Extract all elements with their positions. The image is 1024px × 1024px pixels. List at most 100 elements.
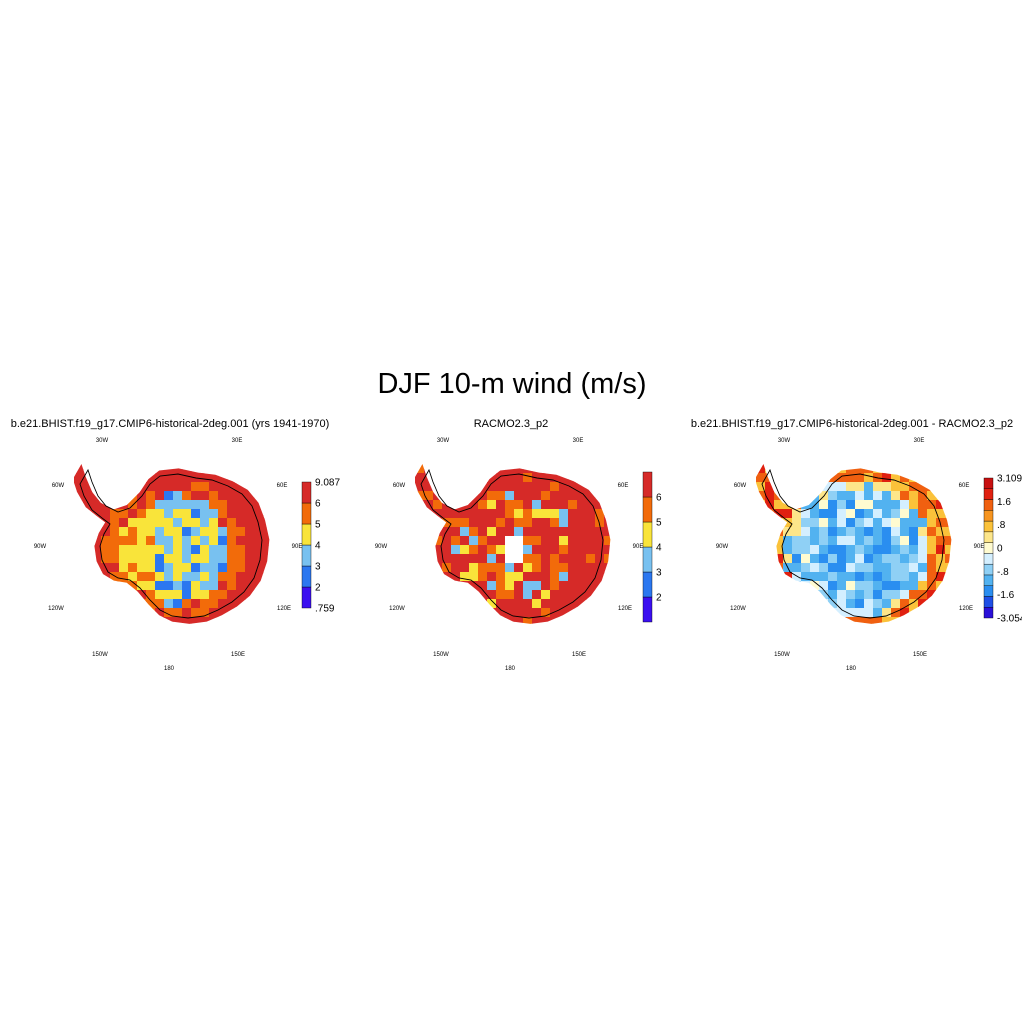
grid-cell bbox=[451, 608, 461, 618]
grid-cell bbox=[882, 464, 892, 474]
grid-cell bbox=[137, 608, 147, 618]
grid-cell bbox=[236, 509, 246, 519]
grid-cell bbox=[828, 617, 838, 624]
grid-cell bbox=[810, 554, 820, 564]
grid-cell bbox=[415, 563, 425, 573]
grid-cell bbox=[146, 482, 156, 492]
grid-cell bbox=[810, 590, 820, 600]
longitude-label: 60W bbox=[734, 483, 747, 489]
grid-cell bbox=[227, 545, 237, 555]
grid-cell bbox=[236, 482, 246, 492]
grid-cell bbox=[505, 608, 515, 618]
grid-cell bbox=[783, 518, 793, 528]
grid-cell bbox=[487, 464, 497, 474]
grid-cell bbox=[227, 599, 237, 609]
grid-cell bbox=[173, 626, 183, 636]
grid-cell bbox=[254, 482, 264, 492]
grid-cell bbox=[550, 608, 560, 618]
grid-cell bbox=[604, 581, 611, 591]
grid-cell bbox=[927, 500, 937, 510]
grid-cell bbox=[568, 563, 578, 573]
grid-cell bbox=[460, 527, 470, 537]
grid-cell bbox=[945, 581, 952, 591]
grid-cell bbox=[236, 554, 246, 564]
grid-cell bbox=[469, 563, 479, 573]
grid-cell bbox=[137, 518, 147, 528]
grid-cell bbox=[263, 590, 270, 600]
grid-cell bbox=[792, 572, 802, 582]
grid-cell bbox=[137, 527, 147, 537]
grid-cell bbox=[828, 554, 838, 564]
grid-cell bbox=[604, 464, 611, 474]
longitude-label: 60W bbox=[52, 483, 65, 489]
grid-cell bbox=[891, 563, 901, 573]
grid-cell bbox=[128, 590, 138, 600]
grid-cell bbox=[577, 599, 587, 609]
grid-cell bbox=[110, 617, 120, 624]
grid-cell bbox=[604, 590, 611, 600]
grid-cell bbox=[254, 563, 264, 573]
grid-cell bbox=[927, 608, 937, 618]
grid-cell bbox=[74, 500, 84, 510]
grid-cell bbox=[873, 491, 883, 501]
grid-cell bbox=[792, 617, 802, 624]
grid-cell bbox=[568, 500, 578, 510]
grid-cell bbox=[918, 473, 928, 483]
grid-cell bbox=[424, 599, 434, 609]
grid-cell bbox=[882, 509, 892, 519]
grid-cell bbox=[756, 500, 766, 510]
grid-cell bbox=[110, 608, 120, 618]
grid-cell bbox=[146, 518, 156, 528]
grid-cell bbox=[523, 536, 533, 546]
grid-cell bbox=[828, 500, 838, 510]
grid-cell bbox=[756, 536, 766, 546]
grid-cell bbox=[541, 563, 551, 573]
grid-cell bbox=[873, 608, 883, 618]
longitude-label: 150E bbox=[572, 652, 586, 658]
grid-cell bbox=[819, 500, 829, 510]
grid-cell bbox=[155, 500, 165, 510]
grid-cell bbox=[487, 491, 497, 501]
colorbar-label: 9.087 bbox=[315, 478, 340, 489]
grid-cell bbox=[254, 554, 264, 564]
grid-cell bbox=[945, 509, 952, 519]
grid-cell bbox=[586, 545, 596, 555]
grid-cell bbox=[200, 608, 210, 618]
grid-cell bbox=[200, 572, 210, 582]
grid-cell bbox=[855, 626, 865, 636]
grid-cell bbox=[900, 608, 910, 618]
grid-cell bbox=[209, 536, 219, 546]
longitude-label: 180 bbox=[846, 666, 857, 672]
grid-cell bbox=[855, 482, 865, 492]
grid-cell bbox=[523, 608, 533, 618]
grid-cell bbox=[532, 464, 542, 474]
grid-cell bbox=[424, 554, 434, 564]
grid-cell bbox=[415, 482, 425, 492]
grid-cell bbox=[882, 527, 892, 537]
grid-cell bbox=[74, 590, 84, 600]
grid-cell bbox=[595, 599, 605, 609]
grid-cell bbox=[487, 518, 497, 528]
grid-cell bbox=[155, 464, 165, 474]
grid-cell bbox=[792, 581, 802, 591]
grid-cell bbox=[577, 617, 587, 624]
grid-cell bbox=[451, 491, 461, 501]
grid-cell bbox=[837, 500, 847, 510]
grid-cell bbox=[245, 554, 255, 564]
grid-cell bbox=[864, 464, 874, 474]
grid-cell bbox=[424, 545, 434, 555]
grid-cell bbox=[110, 581, 120, 591]
grid-cell bbox=[756, 491, 766, 501]
grid-cell bbox=[577, 563, 587, 573]
grid-cell bbox=[882, 545, 892, 555]
grid-cell bbox=[74, 599, 84, 609]
grid-cell bbox=[586, 617, 596, 624]
grid-cell bbox=[164, 563, 174, 573]
grid-cell bbox=[245, 572, 255, 582]
grid-cell bbox=[756, 554, 766, 564]
grid-cell bbox=[846, 500, 856, 510]
grid-cell bbox=[756, 608, 766, 618]
grid-cell bbox=[774, 518, 784, 528]
longitude-label: 60E bbox=[959, 483, 970, 489]
grid-cell bbox=[442, 473, 452, 483]
